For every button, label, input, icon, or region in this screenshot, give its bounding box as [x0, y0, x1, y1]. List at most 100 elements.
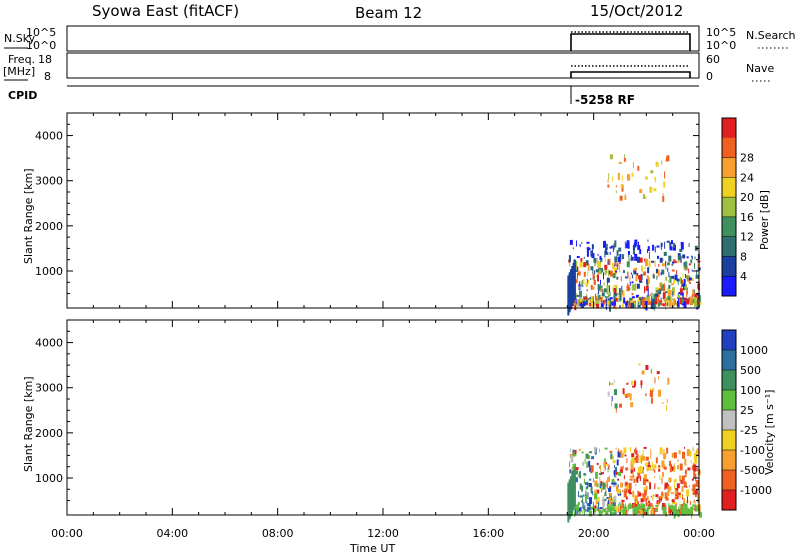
data-cell	[632, 507, 636, 514]
data-cell	[661, 491, 664, 498]
data-cell	[629, 302, 631, 307]
data-cell	[681, 493, 683, 500]
data-cell	[578, 286, 580, 289]
data-cell	[681, 508, 685, 516]
data-cell	[623, 490, 627, 498]
data-cell	[693, 296, 697, 304]
data-cell	[623, 475, 625, 480]
data-cell	[607, 298, 611, 301]
data-cell	[680, 244, 684, 250]
data-cell	[627, 245, 630, 249]
data-cell	[694, 506, 696, 512]
data-cell	[609, 297, 613, 300]
data-cell	[611, 511, 615, 516]
data-cell	[677, 281, 679, 285]
nsky-tick-top: 10^5	[26, 26, 56, 39]
data-cell	[688, 268, 690, 274]
data-cell	[604, 484, 608, 488]
y-tick-label: 1000	[35, 265, 63, 278]
data-cell	[632, 161, 634, 168]
data-cell	[599, 476, 601, 483]
data-cell	[622, 290, 625, 298]
data-cell	[602, 499, 606, 507]
data-cell	[611, 400, 613, 407]
data-cell	[593, 493, 597, 500]
data-cell	[692, 491, 696, 495]
date-label: 15/Oct/2012	[590, 2, 683, 20]
data-cell	[650, 449, 652, 455]
data-cell	[575, 470, 579, 475]
data-cell	[606, 243, 608, 250]
data-cell	[663, 453, 667, 460]
data-cell	[582, 495, 584, 503]
data-cell	[656, 245, 660, 248]
data-cell	[588, 510, 592, 517]
data-cell	[569, 239, 573, 245]
data-cell	[679, 503, 681, 509]
data-cell	[681, 283, 683, 287]
data-cell	[668, 293, 671, 297]
data-cell	[657, 487, 661, 490]
data-cell	[607, 184, 610, 188]
data-cell	[600, 487, 604, 490]
data-cell	[698, 294, 701, 302]
data-cell	[664, 506, 666, 512]
y-tick-label: 2000	[35, 220, 63, 233]
data-cell	[574, 279, 578, 284]
data-cell	[616, 286, 618, 294]
data-cell	[661, 160, 663, 165]
data-cell	[680, 286, 682, 290]
data-cell	[684, 446, 686, 449]
data-cell	[677, 260, 680, 263]
data-cell	[602, 496, 604, 501]
data-cell	[643, 489, 647, 496]
data-cell	[593, 508, 597, 512]
data-cell	[694, 263, 696, 270]
data-cell	[603, 240, 607, 248]
data-cell	[656, 255, 659, 259]
data-cell	[672, 466, 674, 471]
data-cell	[576, 256, 580, 259]
data-cell	[602, 296, 604, 300]
data-cell	[672, 242, 675, 248]
data-cell	[619, 253, 622, 258]
data-cell	[623, 447, 627, 454]
data-cell	[579, 298, 582, 302]
colorbar-segment	[722, 370, 736, 391]
data-cell	[693, 464, 697, 472]
data-cell	[696, 447, 698, 454]
data-cell	[679, 260, 683, 263]
data-cell	[660, 283, 662, 290]
data-cell	[577, 474, 579, 478]
data-cell	[580, 258, 583, 265]
data-cell	[602, 288, 604, 292]
data-cell	[662, 284, 664, 291]
data-cell	[631, 293, 634, 296]
freq-label: Freq.	[8, 53, 35, 66]
data-cell	[622, 503, 625, 509]
data-cell	[617, 172, 620, 180]
data-cell	[606, 277, 610, 283]
data-cell	[647, 464, 651, 467]
data-cell	[691, 465, 694, 471]
data-cell	[594, 505, 597, 509]
data-cell	[643, 466, 645, 470]
data-cell	[624, 303, 626, 306]
data-cell	[598, 502, 600, 510]
data-cell	[599, 279, 601, 285]
data-cell	[650, 388, 652, 392]
data-cell	[665, 291, 668, 294]
data-cell	[617, 262, 619, 270]
data-cell	[644, 297, 648, 301]
freq-unit: [MHz]	[3, 65, 35, 78]
data-cell	[688, 243, 690, 248]
data-cell	[635, 484, 637, 487]
data-cell	[617, 298, 619, 302]
power-colorbar-label: Power [dB]	[758, 190, 771, 250]
data-cell	[583, 299, 585, 303]
data-cell	[640, 302, 643, 306]
data-cell	[640, 503, 643, 511]
data-cell	[631, 172, 634, 177]
data-cell	[690, 500, 692, 505]
nsearch-label: N.Search	[746, 29, 796, 42]
